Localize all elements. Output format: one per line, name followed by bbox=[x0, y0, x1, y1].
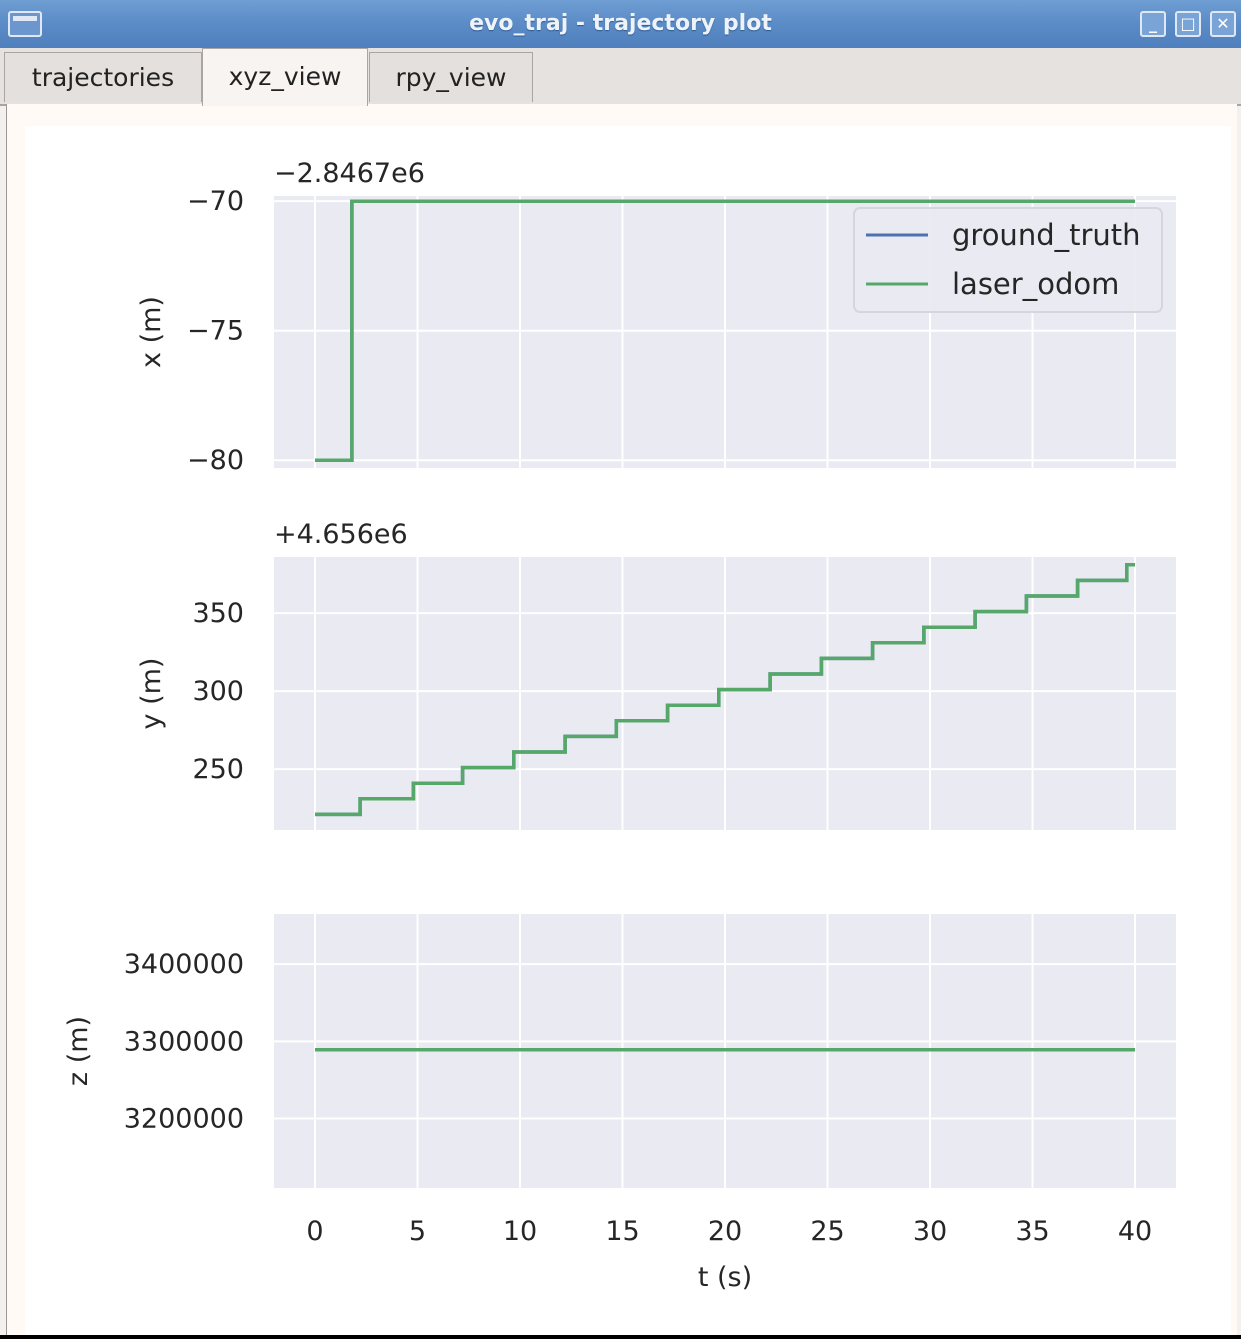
x-tick-label: 25 bbox=[810, 1216, 844, 1247]
x-tick-label: 30 bbox=[913, 1216, 947, 1247]
x-tick-label: 0 bbox=[306, 1216, 323, 1247]
x-tick-label: 40 bbox=[1118, 1216, 1152, 1247]
x-tick-label: 5 bbox=[409, 1216, 426, 1247]
series-line-laser-odom bbox=[315, 563, 1135, 817]
x-tick-label: 10 bbox=[503, 1216, 537, 1247]
tab-content-panel: −80 −75 −70 x (m) −2.8467e6 250 300 350 y (m) +4.… bbox=[6, 104, 1237, 1335]
maximize-button[interactable]: □ bbox=[1175, 11, 1201, 37]
y-axis-label: y (m) bbox=[136, 658, 167, 730]
minimize-button[interactable]: _ bbox=[1140, 11, 1166, 37]
y-tick-label: 3400000 bbox=[124, 949, 244, 980]
y-axis-label: x (m) bbox=[136, 296, 167, 368]
x-tick-label: 35 bbox=[1015, 1216, 1049, 1247]
axis-offset-label: −2.8467e6 bbox=[274, 158, 425, 189]
y-axis-label: z (m) bbox=[63, 1016, 94, 1086]
tab-rpy-view[interactable]: rpy_view bbox=[369, 52, 533, 102]
y-tick-label: 3300000 bbox=[124, 1026, 244, 1057]
x-axis-label: t (s) bbox=[698, 1262, 752, 1293]
plot-canvas[interactable]: −80 −75 −70 x (m) −2.8467e6 250 300 350 y (m) +4.… bbox=[25, 126, 1231, 1335]
y-tick-label: 3200000 bbox=[124, 1104, 244, 1135]
y-tick-label: −80 bbox=[187, 445, 244, 476]
tab-xyz-view[interactable]: xyz_view bbox=[202, 48, 368, 106]
legend-label-ground-truth: ground_truth bbox=[952, 218, 1141, 252]
tab-trajectories[interactable]: trajectories bbox=[4, 52, 202, 102]
legend-box bbox=[853, 207, 1163, 313]
y-tick-label: 250 bbox=[192, 754, 244, 785]
y-tick-label: 350 bbox=[192, 598, 244, 629]
y-tick-label: −70 bbox=[187, 186, 244, 217]
title-bar[interactable]: evo_traj - trajectory plot _ □ ✕ bbox=[0, 0, 1241, 49]
series-line-laser-odom bbox=[315, 199, 1135, 462]
window-menu-icon[interactable] bbox=[8, 11, 42, 37]
x-tick-label: 20 bbox=[708, 1216, 742, 1247]
window-title: evo_traj - trajectory plot bbox=[469, 11, 772, 36]
x-tick-label: 15 bbox=[605, 1216, 639, 1247]
y-tick-label: −75 bbox=[187, 316, 244, 347]
legend-label-laser-odom: laser_odom bbox=[952, 267, 1119, 301]
close-button[interactable]: ✕ bbox=[1210, 11, 1236, 37]
y-tick-label: 300 bbox=[192, 676, 244, 707]
axis-offset-label: +4.656e6 bbox=[274, 519, 408, 550]
